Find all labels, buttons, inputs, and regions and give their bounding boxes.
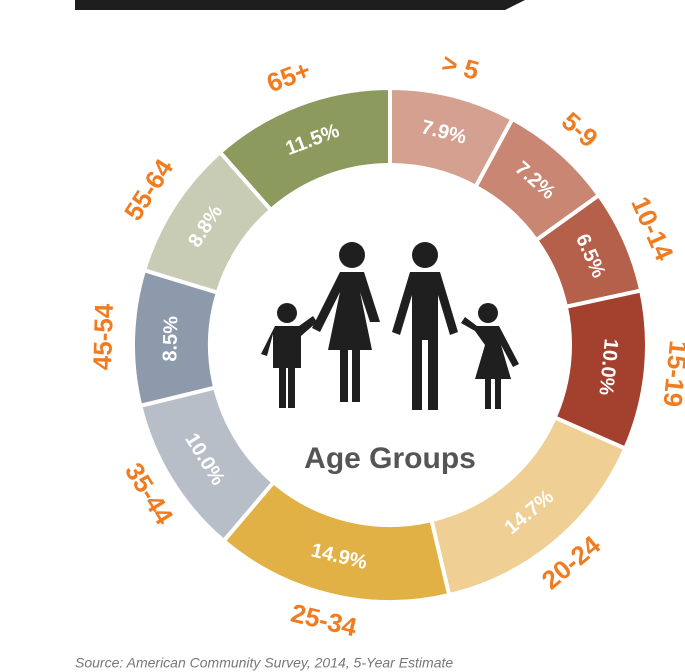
- category-label: 5-9: [556, 106, 604, 153]
- header-bar: [75, 0, 525, 10]
- category-label: 10-14: [625, 192, 680, 265]
- source: Source: American Community Survey, 2014,…: [75, 655, 453, 671]
- segment: [217, 85, 392, 213]
- donut: [131, 85, 649, 604]
- category-label: 45-54: [87, 303, 119, 371]
- category-label: > 5: [439, 48, 482, 86]
- value-label: 8.5%: [159, 315, 182, 361]
- center-label: Age Groups: [304, 442, 476, 475]
- family-icon: [261, 242, 519, 410]
- category-label: 15-19: [657, 339, 685, 408]
- category-label: 25-34: [288, 598, 360, 643]
- category-label: 65+: [263, 55, 315, 99]
